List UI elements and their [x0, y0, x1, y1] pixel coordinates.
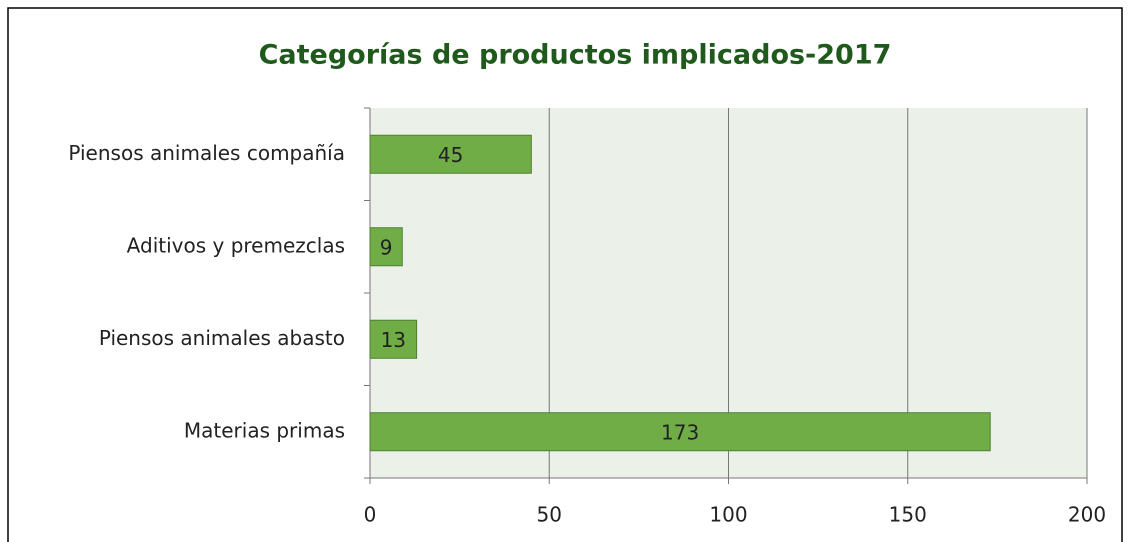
y-tick-label: Piensos animales abasto [99, 326, 345, 350]
data-label: 13 [381, 328, 406, 352]
bar [369, 412, 991, 452]
data-label: 45 [438, 143, 463, 167]
chart-title: Categorías de productos implicados-2017 [259, 40, 892, 71]
y-tick-label: Materias primas [184, 418, 345, 442]
x-tick-label: 50 [537, 503, 562, 527]
x-tick-label: 150 [889, 503, 927, 527]
bar [369, 319, 418, 359]
y-tick-label: Piensos animales compañía [68, 141, 345, 165]
x-tick-label: 200 [1068, 503, 1106, 527]
bar [369, 134, 532, 174]
x-tick-label: 100 [709, 503, 747, 527]
data-label: 173 [661, 420, 699, 444]
x-tick-label: 0 [364, 503, 377, 527]
y-tick-label: Aditivos y premezclas [127, 233, 345, 257]
data-label: 9 [380, 235, 393, 259]
bar [369, 227, 403, 267]
